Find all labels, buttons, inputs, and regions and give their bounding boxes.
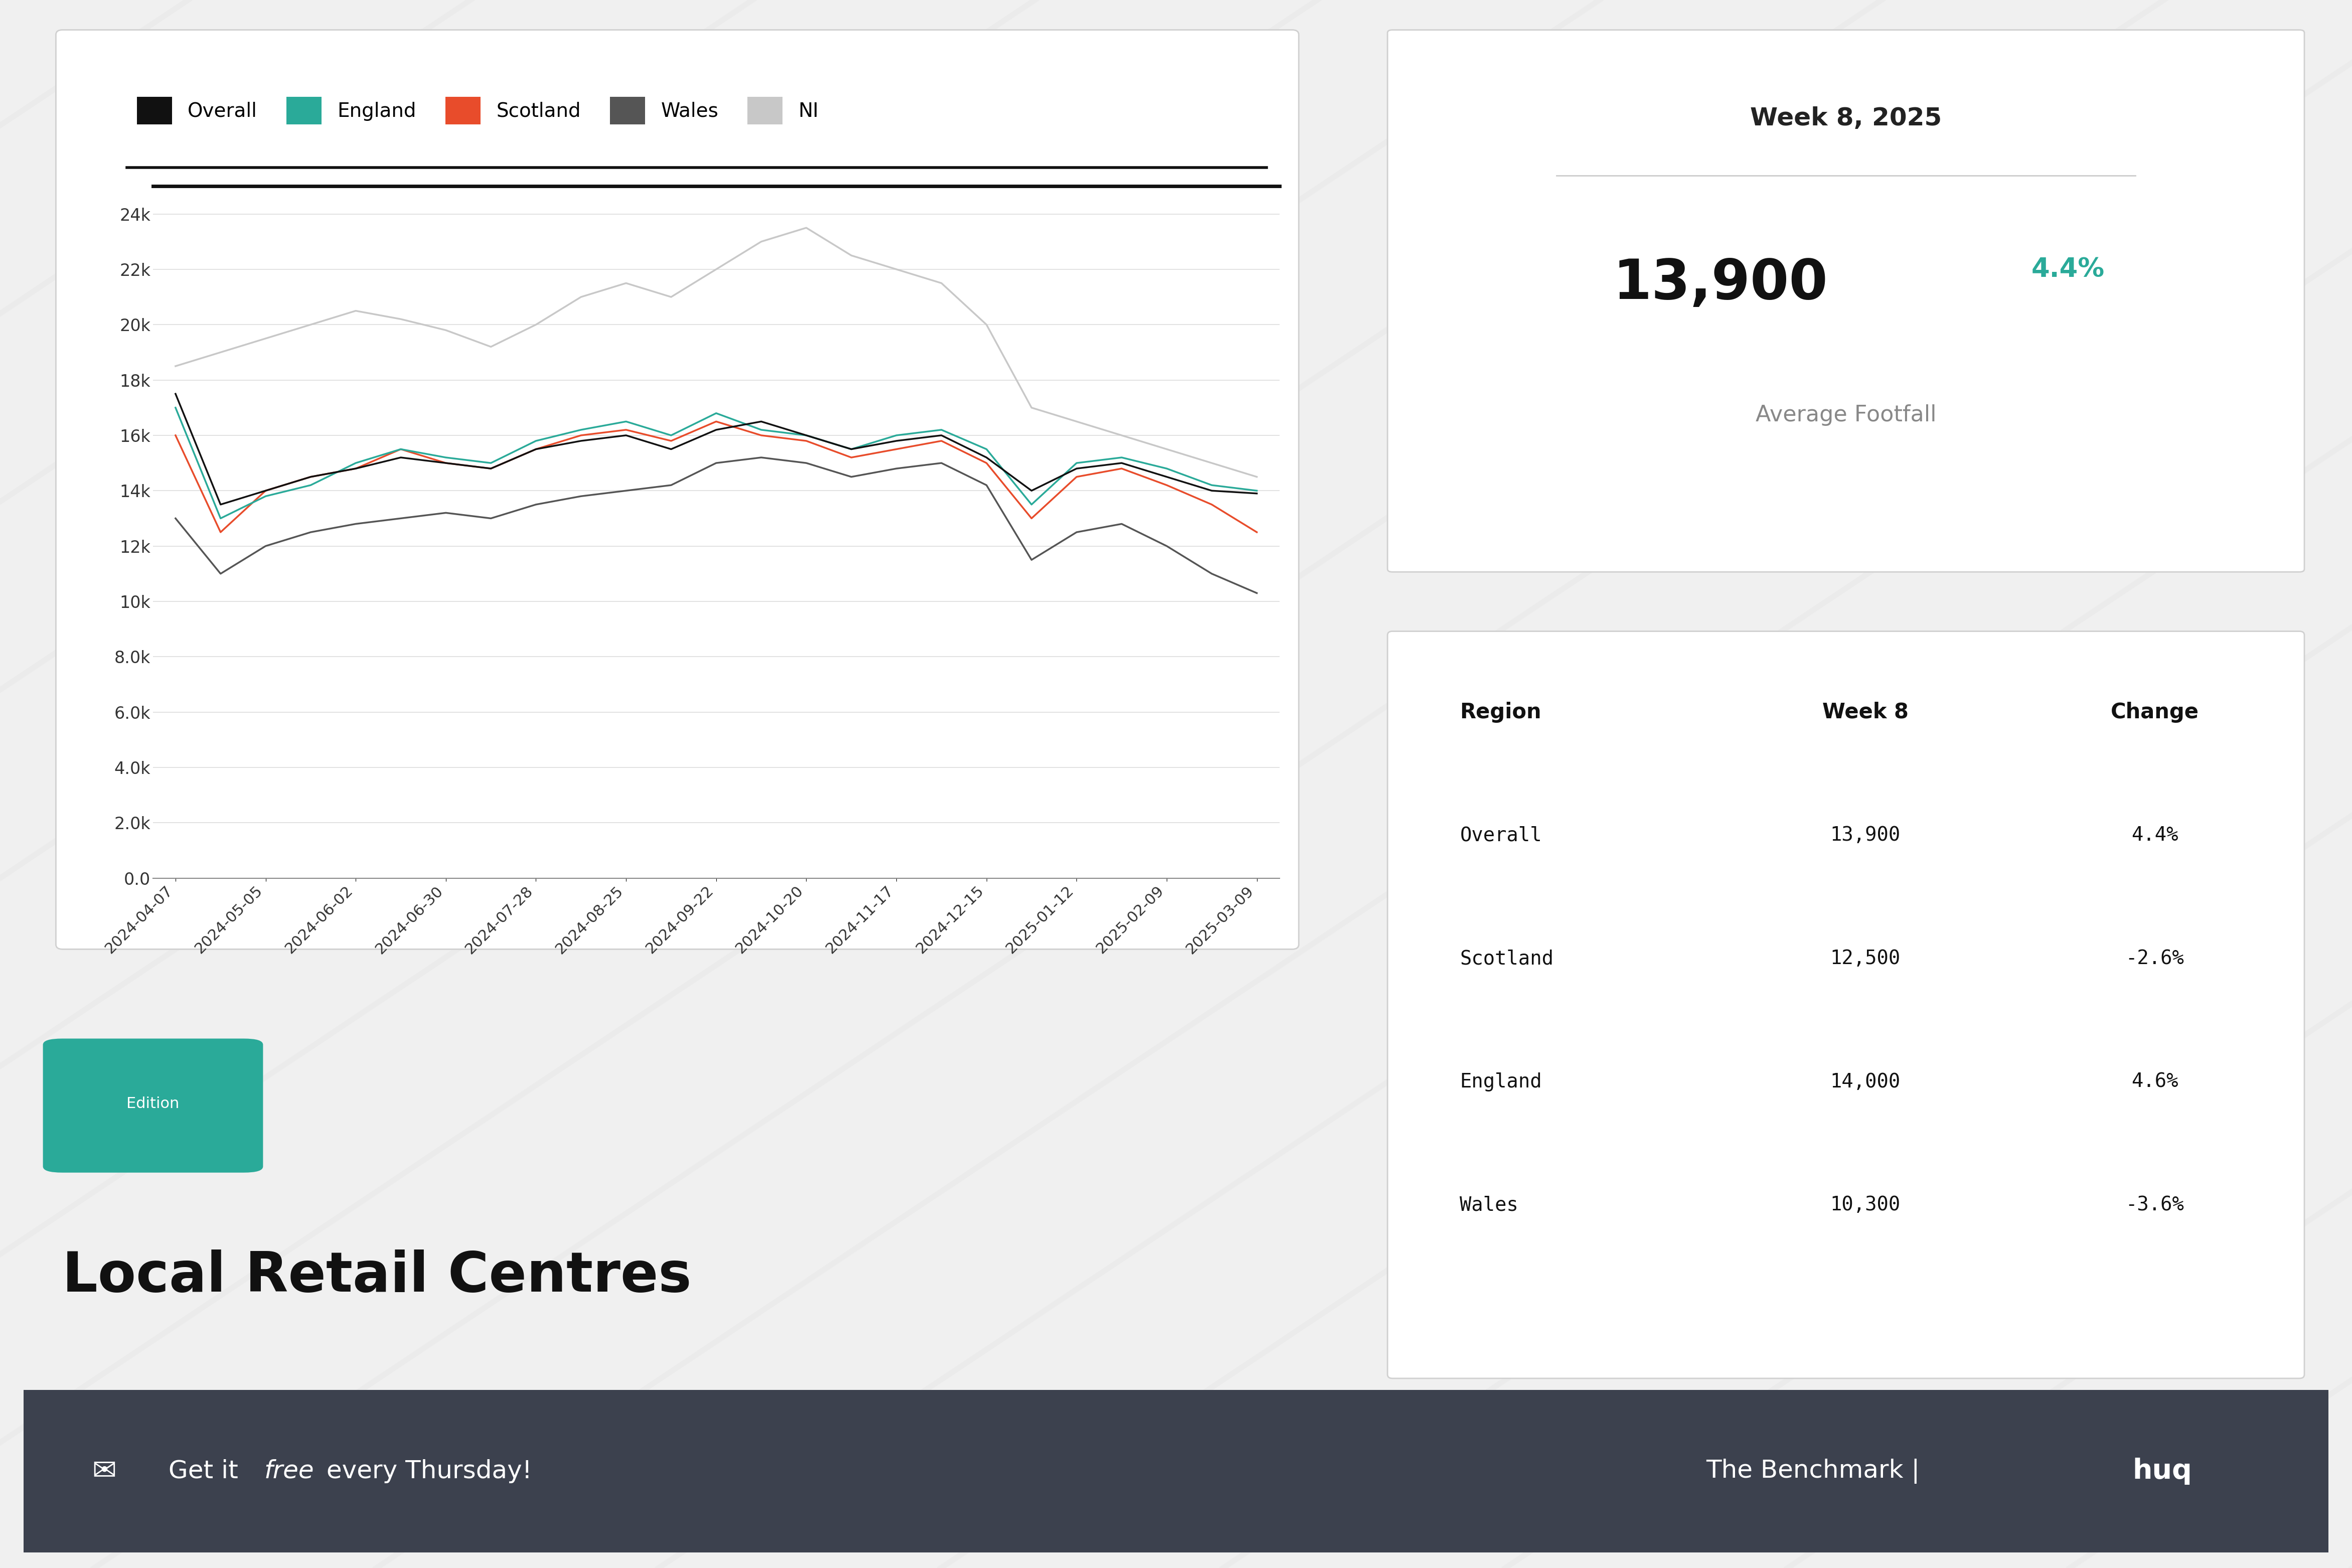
- Text: ✉: ✉: [92, 1457, 118, 1485]
- Text: The Benchmark |: The Benchmark |: [1705, 1458, 1929, 1483]
- Text: Week 8: Week 8: [1823, 701, 1907, 723]
- FancyBboxPatch shape: [1388, 30, 2305, 572]
- Text: Local Retail Centres: Local Retail Centres: [64, 1250, 691, 1303]
- Text: Change: Change: [2110, 701, 2199, 723]
- Text: -3.6%: -3.6%: [2126, 1195, 2185, 1215]
- Text: every Thursday!: every Thursday!: [318, 1460, 532, 1483]
- Text: Wales: Wales: [1461, 1195, 1519, 1215]
- FancyBboxPatch shape: [42, 1038, 263, 1173]
- Text: 14,000: 14,000: [1830, 1073, 1900, 1091]
- Text: England: England: [1461, 1073, 1543, 1091]
- Text: 4.4%: 4.4%: [2131, 826, 2178, 845]
- Text: 10,300: 10,300: [1830, 1195, 1900, 1215]
- Text: free: free: [263, 1460, 315, 1483]
- Text: Region: Region: [1461, 701, 1541, 723]
- Text: Get it: Get it: [169, 1460, 247, 1483]
- Text: Week 8, 2025: Week 8, 2025: [1750, 107, 1943, 130]
- Text: -2.6%: -2.6%: [2126, 949, 2185, 967]
- Text: Overall: Overall: [1461, 826, 1543, 845]
- Text: Scotland: Scotland: [1461, 949, 1555, 967]
- Text: Edition: Edition: [127, 1096, 179, 1110]
- Text: 13,900: 13,900: [1830, 826, 1900, 845]
- FancyBboxPatch shape: [56, 30, 1298, 949]
- Text: 13,900: 13,900: [1613, 257, 1828, 310]
- Text: 4.6%: 4.6%: [2131, 1073, 2178, 1091]
- Text: huq: huq: [2133, 1458, 2192, 1485]
- FancyBboxPatch shape: [1388, 632, 2305, 1378]
- Text: 4.4%: 4.4%: [2032, 257, 2105, 282]
- Text: 12,500: 12,500: [1830, 949, 1900, 967]
- Text: Average Footfall: Average Footfall: [1755, 405, 1936, 426]
